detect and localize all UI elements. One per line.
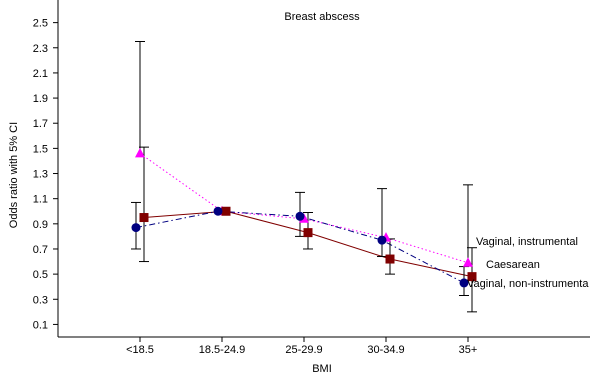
- x-axis-label: BMI: [312, 363, 332, 375]
- y-tick-label: 0.7: [33, 244, 48, 256]
- x-tick-label: 30-34.9: [367, 344, 404, 356]
- y-tick-label: 1.3: [33, 169, 48, 181]
- square-marker: [467, 272, 477, 282]
- circle-marker: [459, 278, 469, 288]
- y-tick-label: 0.3: [33, 294, 48, 306]
- circle-marker: [377, 235, 387, 245]
- y-tick-label: 0.5: [33, 269, 48, 281]
- y-tick-label: 1.7: [33, 118, 48, 130]
- y-axis-label: Odds ratio with 5% CI: [8, 122, 20, 228]
- square-marker: [139, 213, 149, 223]
- circle-marker: [131, 223, 141, 233]
- series-labels: Vaginal, instrumental Caesarean Vaginal, n…: [467, 236, 589, 290]
- circle-marker: [213, 206, 223, 216]
- square-marker: [385, 254, 395, 264]
- triangle-marker: [135, 147, 145, 158]
- series-label: Caesarean: [486, 259, 540, 271]
- x-tick-label: 25-29.9: [285, 344, 322, 356]
- x-tick-label: <18.5: [126, 344, 154, 356]
- error-bars: [131, 40, 477, 313]
- triangle-marker: [463, 257, 473, 267]
- y-tick-label: 0.9: [33, 219, 48, 231]
- series-label: Vaginal, non-instrumenta: [467, 278, 589, 290]
- y-tick-label: 1.1: [33, 194, 48, 206]
- series-markers: [131, 147, 477, 288]
- y-tick-label: 0.1: [33, 319, 48, 331]
- x-tick-label: 18.5-24.9: [199, 344, 245, 356]
- square-marker: [303, 228, 313, 238]
- circle-marker: [295, 211, 305, 221]
- y-tick-label: 2.3: [33, 43, 48, 55]
- square-marker: [221, 206, 231, 216]
- chart-title: Breast abscess: [284, 11, 360, 23]
- y-tick-label: 2.1: [33, 68, 48, 80]
- y-tick-label: 1.5: [33, 143, 48, 155]
- y-tick-label: 1.9: [33, 93, 48, 105]
- x-tick-label: 35+: [459, 344, 478, 356]
- y-tick-label: 2.5: [33, 18, 48, 30]
- axes: 0.1 0.3 0.5 0.7 0.9 1.1 1.3 1.5 1.7 1.9 2.1 2.3 2.5 <…: [33, 0, 590, 356]
- series-line: [139, 152, 469, 264]
- series-label: Vaginal, instrumental: [476, 236, 578, 248]
